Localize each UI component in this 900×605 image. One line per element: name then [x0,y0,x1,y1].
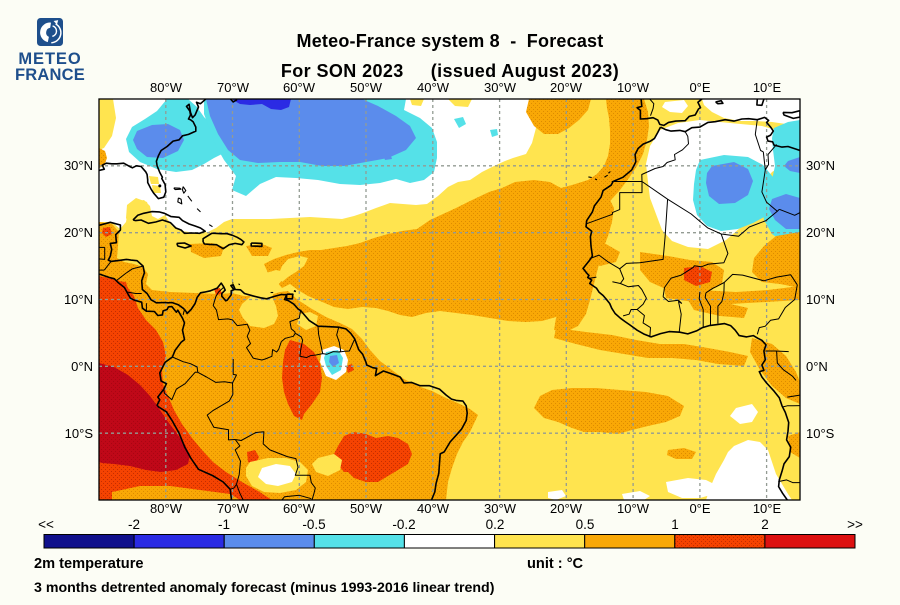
svg-text:10°W: 10°W [617,501,650,516]
svg-text:-0.2: -0.2 [392,517,415,532]
svg-text:0.5: 0.5 [576,517,595,532]
svg-text:METEO: METEO [18,50,81,68]
svg-text:>>: >> [847,517,863,532]
svg-text:Meteo-France system 8 - Fore: Meteo-France system 8 - Forecast [297,31,604,51]
svg-text:-0.5: -0.5 [302,517,325,532]
svg-text:0.2: 0.2 [486,517,505,532]
svg-text:70°W: 70°W [217,80,250,95]
svg-text:0°N: 0°N [71,359,93,374]
svg-text:80°W: 80°W [150,80,183,95]
svg-text:50°W: 50°W [350,80,383,95]
svg-text:10°S: 10°S [65,426,94,441]
svg-text:20°W: 20°W [550,80,583,95]
svg-text:40°W: 40°W [417,80,450,95]
svg-text:1: 1 [671,517,679,532]
svg-text:70°W: 70°W [217,501,250,516]
svg-text:2m temperature: 2m temperature [34,556,144,572]
svg-text:30°W: 30°W [484,80,517,95]
svg-text:20°N: 20°N [64,225,93,240]
svg-text:10°E: 10°E [753,501,782,516]
svg-text:FRANCE: FRANCE [15,66,85,84]
svg-text:unit : °C: unit : °C [527,556,584,572]
svg-text:40°W: 40°W [417,501,450,516]
svg-text:For SON 2023 (issued Augus: For SON 2023 (issued August 2023) [281,61,619,81]
svg-text:10°S: 10°S [806,426,835,441]
svg-text:2: 2 [761,517,769,532]
svg-text:10°W: 10°W [617,80,650,95]
svg-text:20°N: 20°N [806,225,835,240]
svg-text:80°W: 80°W [150,501,183,516]
svg-text:<<: << [38,517,54,532]
svg-text:10°N: 10°N [806,292,835,307]
svg-text:30°W: 30°W [484,501,517,516]
svg-text:3 months detrented anomaly for: 3 months detrented anomaly forecast (min… [34,580,495,596]
svg-text:-1: -1 [218,517,230,532]
svg-text:60°W: 60°W [283,80,316,95]
svg-text:60°W: 60°W [283,501,316,516]
svg-text:-2: -2 [128,517,140,532]
svg-text:30°N: 30°N [806,158,835,173]
svg-text:20°W: 20°W [550,501,583,516]
svg-text:30°N: 30°N [64,158,93,173]
svg-text:0°E: 0°E [689,501,710,516]
svg-text:10°N: 10°N [64,292,93,307]
svg-text:0°N: 0°N [806,359,828,374]
svg-text:0°E: 0°E [689,80,710,95]
svg-text:10°E: 10°E [753,80,782,95]
svg-text:50°W: 50°W [350,501,383,516]
